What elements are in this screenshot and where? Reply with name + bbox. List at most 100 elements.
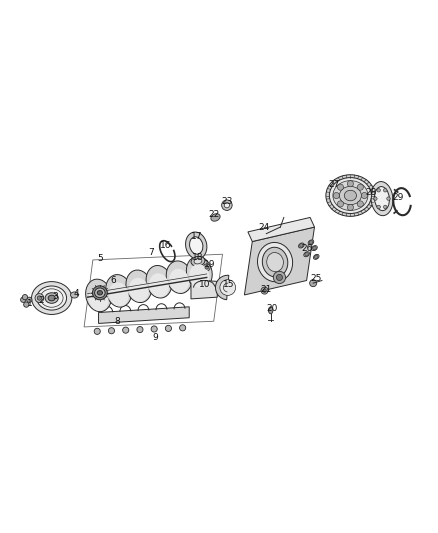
Text: 24: 24 bbox=[258, 223, 269, 232]
Ellipse shape bbox=[329, 177, 371, 214]
Ellipse shape bbox=[86, 279, 111, 312]
Circle shape bbox=[166, 325, 172, 332]
Polygon shape bbox=[248, 217, 314, 241]
Text: 4: 4 bbox=[74, 289, 79, 298]
Circle shape bbox=[377, 205, 380, 209]
Text: 7: 7 bbox=[148, 248, 154, 257]
Circle shape bbox=[180, 325, 186, 331]
Circle shape bbox=[333, 192, 339, 199]
Circle shape bbox=[203, 264, 210, 271]
Ellipse shape bbox=[187, 256, 212, 289]
Circle shape bbox=[220, 280, 236, 295]
Polygon shape bbox=[191, 280, 217, 299]
Text: 28: 28 bbox=[366, 189, 377, 197]
Circle shape bbox=[347, 181, 353, 187]
Ellipse shape bbox=[262, 247, 288, 277]
Ellipse shape bbox=[312, 246, 317, 251]
Text: 17: 17 bbox=[191, 232, 202, 241]
Ellipse shape bbox=[314, 254, 319, 260]
Text: 2: 2 bbox=[38, 296, 43, 305]
Circle shape bbox=[273, 271, 286, 284]
Polygon shape bbox=[99, 307, 189, 324]
Polygon shape bbox=[244, 227, 314, 295]
Text: 29: 29 bbox=[392, 193, 403, 202]
Ellipse shape bbox=[194, 259, 202, 264]
Circle shape bbox=[261, 287, 268, 294]
Text: 8: 8 bbox=[114, 317, 120, 326]
Circle shape bbox=[27, 297, 32, 302]
Circle shape bbox=[123, 327, 129, 333]
Circle shape bbox=[300, 244, 303, 247]
Ellipse shape bbox=[92, 286, 107, 300]
Circle shape bbox=[313, 246, 316, 250]
Circle shape bbox=[22, 295, 28, 300]
Circle shape bbox=[384, 189, 387, 192]
Ellipse shape bbox=[106, 274, 131, 307]
Text: 19: 19 bbox=[204, 260, 215, 269]
Circle shape bbox=[357, 201, 364, 207]
Ellipse shape bbox=[339, 187, 361, 205]
Circle shape bbox=[109, 328, 115, 334]
Ellipse shape bbox=[211, 214, 220, 221]
Text: 16: 16 bbox=[160, 241, 171, 250]
Circle shape bbox=[374, 197, 377, 200]
Ellipse shape bbox=[88, 287, 109, 311]
Circle shape bbox=[357, 184, 364, 190]
Ellipse shape bbox=[166, 261, 192, 294]
Ellipse shape bbox=[333, 181, 368, 211]
Ellipse shape bbox=[48, 295, 55, 301]
Ellipse shape bbox=[326, 175, 375, 216]
Circle shape bbox=[310, 280, 317, 287]
Circle shape bbox=[205, 265, 208, 269]
Ellipse shape bbox=[258, 243, 293, 282]
Text: 15: 15 bbox=[223, 279, 234, 288]
Ellipse shape bbox=[299, 243, 304, 248]
Circle shape bbox=[224, 203, 230, 208]
Circle shape bbox=[337, 201, 343, 207]
Ellipse shape bbox=[191, 256, 205, 266]
Circle shape bbox=[151, 326, 157, 332]
Circle shape bbox=[263, 289, 266, 292]
Circle shape bbox=[305, 253, 308, 256]
Text: 21: 21 bbox=[261, 285, 272, 294]
Ellipse shape bbox=[189, 264, 209, 288]
Ellipse shape bbox=[308, 240, 314, 245]
Ellipse shape bbox=[45, 293, 58, 303]
Ellipse shape bbox=[186, 232, 207, 259]
Circle shape bbox=[337, 184, 343, 190]
Ellipse shape bbox=[374, 187, 389, 211]
Wedge shape bbox=[215, 275, 229, 300]
Circle shape bbox=[222, 200, 232, 211]
Ellipse shape bbox=[371, 182, 393, 216]
Text: 1: 1 bbox=[27, 299, 33, 308]
Circle shape bbox=[361, 192, 367, 199]
Text: 26: 26 bbox=[302, 245, 313, 254]
Text: 5: 5 bbox=[97, 254, 103, 263]
Ellipse shape bbox=[71, 292, 78, 298]
Text: 6: 6 bbox=[110, 276, 116, 285]
Circle shape bbox=[37, 296, 42, 300]
Ellipse shape bbox=[304, 252, 309, 257]
Circle shape bbox=[137, 327, 143, 333]
Circle shape bbox=[387, 197, 390, 200]
Text: 23: 23 bbox=[221, 197, 233, 206]
Ellipse shape bbox=[146, 265, 172, 298]
Ellipse shape bbox=[149, 273, 169, 297]
Circle shape bbox=[24, 302, 29, 307]
Text: 25: 25 bbox=[311, 274, 322, 283]
Ellipse shape bbox=[268, 307, 273, 314]
Ellipse shape bbox=[97, 290, 102, 295]
Text: 18: 18 bbox=[192, 253, 204, 262]
Ellipse shape bbox=[190, 237, 203, 254]
Ellipse shape bbox=[169, 269, 189, 293]
Circle shape bbox=[347, 204, 353, 211]
Circle shape bbox=[21, 297, 26, 302]
Circle shape bbox=[314, 255, 318, 259]
Ellipse shape bbox=[95, 288, 105, 297]
Text: 3: 3 bbox=[52, 292, 58, 301]
Ellipse shape bbox=[32, 281, 72, 314]
Ellipse shape bbox=[37, 286, 67, 310]
Text: 22: 22 bbox=[208, 211, 219, 219]
Ellipse shape bbox=[109, 282, 129, 306]
Ellipse shape bbox=[344, 190, 357, 201]
